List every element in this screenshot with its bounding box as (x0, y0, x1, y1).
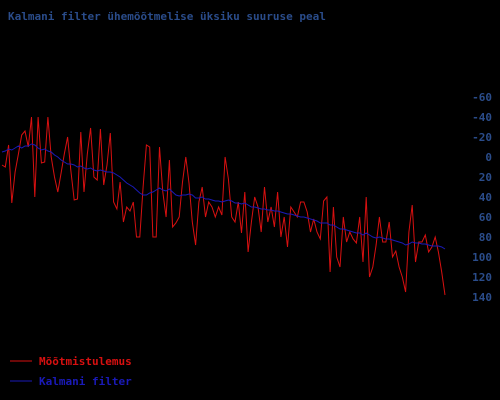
y-tick-label: -40 (472, 111, 492, 124)
y-tick-label: 40 (479, 191, 492, 204)
legend-label: Kalmani filter (39, 375, 132, 388)
y-tick-label: 20 (479, 171, 492, 184)
y-tick-label: -20 (472, 131, 492, 144)
y-tick-label: 60 (479, 211, 492, 224)
chart-title: Kalmani filter ühemõõtmelise üksiku suur… (8, 10, 326, 23)
y-tick-label: -60 (472, 91, 492, 104)
y-tick-label: 100 (472, 251, 492, 264)
y-tick-label: 120 (472, 271, 492, 284)
y-tick-label: 0 (485, 151, 492, 164)
legend-label: Mõõtmistulemus (39, 355, 132, 368)
y-tick-label: 80 (479, 231, 492, 244)
y-tick-label: 140 (472, 291, 492, 304)
